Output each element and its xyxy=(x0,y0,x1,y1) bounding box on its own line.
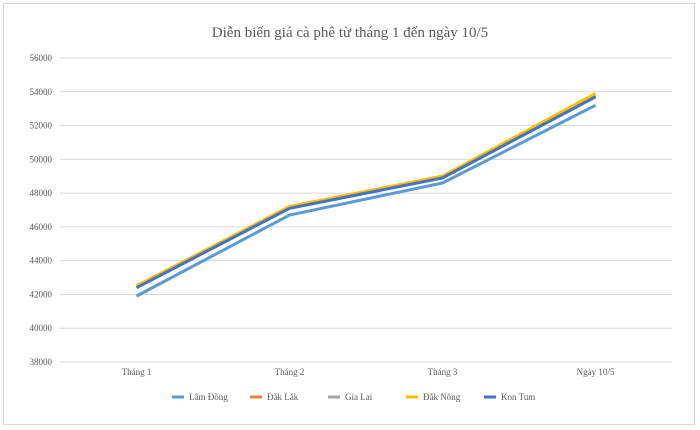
legend-label: Đắk Nông xyxy=(423,392,461,402)
y-tick-label: 48000 xyxy=(30,188,53,198)
series-line-0 xyxy=(135,103,597,298)
series-line-3 xyxy=(135,92,597,288)
y-tick-label: 56000 xyxy=(30,53,53,63)
legend-label: Gia Lai xyxy=(345,392,373,402)
x-tick-label: Tháng 1 xyxy=(122,367,152,377)
x-tick-label: Tháng 2 xyxy=(275,367,305,377)
x-tick-label: Ngày 10/5 xyxy=(577,367,615,377)
y-tick-label: 38000 xyxy=(30,357,53,367)
legend-label: Kon Tum xyxy=(501,392,535,402)
y-tick-label: 44000 xyxy=(30,256,53,266)
y-tick-label: 42000 xyxy=(30,289,53,299)
y-tick-label: 50000 xyxy=(30,154,53,164)
chart-title: Diễn biến giá cà phê từ tháng 1 đến ngày… xyxy=(212,25,488,41)
y-tick-label: 52000 xyxy=(30,121,53,131)
y-tick-label: 40000 xyxy=(30,323,53,333)
y-tick-label: 46000 xyxy=(30,222,53,232)
legend-label: Đắk Lắk xyxy=(267,392,299,402)
chart-frame xyxy=(3,3,695,425)
series-line-4 xyxy=(135,95,597,290)
y-tick-label: 54000 xyxy=(30,87,53,97)
legend-label: Lâm Đồng xyxy=(189,392,228,402)
x-tick-label: Tháng 3 xyxy=(428,367,458,377)
